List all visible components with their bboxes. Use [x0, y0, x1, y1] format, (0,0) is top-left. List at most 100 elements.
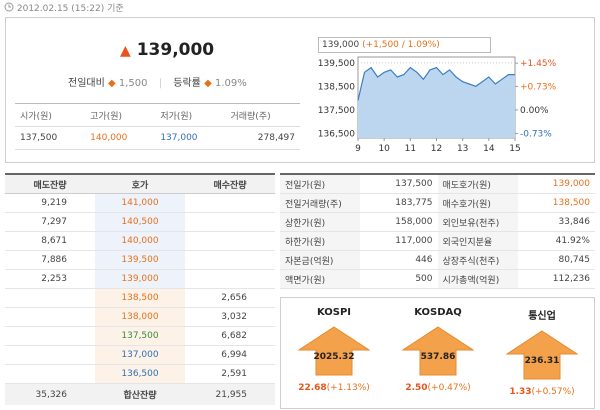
info-row: 전일거래량(주) 183,775 매수호가(원) 138,500 — [280, 193, 595, 213]
arrow-shape — [506, 330, 578, 380]
info-value: 446 — [415, 255, 433, 265]
info-label: 외국인지분율 — [437, 231, 518, 251]
info-value: 139,000 — [552, 179, 590, 189]
info-label: 자본금(억원) — [280, 250, 360, 270]
total-bid: 21,955 — [215, 389, 248, 400]
area-fill — [358, 67, 515, 138]
summary-header: 시가(원) — [20, 111, 52, 122]
summary-value: 140,000 — [90, 133, 128, 143]
y-tick-label: 138,500 — [318, 82, 355, 92]
arrow-shape — [298, 326, 370, 376]
index-value: 236.31 — [525, 356, 560, 366]
info-row: 하한가(원) 117,000 외국인지분율 41.92% — [280, 231, 595, 251]
index-change: 2.50 — [405, 383, 428, 393]
summary-value: 137,000 — [160, 133, 198, 143]
info-value: 158,000 — [395, 217, 433, 227]
diamond: ◆ — [108, 78, 116, 89]
clock-icon — [4, 2, 14, 12]
bid-row: 137,000 6,994 — [5, 345, 275, 365]
info-label: 전일거래량(주) — [280, 193, 360, 213]
ask-qty: 7,297 — [5, 212, 95, 232]
price-line — [357, 66, 515, 101]
summary-header: 고가(원) — [90, 111, 123, 122]
index-value: 537.86 — [421, 352, 456, 362]
ask-price: 140,500 — [95, 212, 185, 232]
bid-row: 138,000 3,032 — [5, 307, 275, 327]
up-triangle: ▲ — [120, 43, 131, 59]
x-tick-label: 9 — [355, 144, 361, 154]
bid-price: 136,500 — [95, 364, 185, 384]
x-tick-label: 11 — [405, 144, 416, 154]
info-value: 117,000 — [395, 236, 433, 246]
change-label: 전일대비 — [68, 78, 105, 89]
summary-header: 저가(원) — [160, 111, 193, 122]
up-arrow: 236.31 — [506, 330, 578, 380]
info-row: 자본금(억원) 446 상장주식(천주) 80,745 — [280, 250, 595, 270]
info-label: 전일가(원) — [280, 174, 360, 194]
info-label: 액면가(원) — [280, 269, 360, 289]
empty-cell — [185, 213, 275, 232]
book-header: 매도잔량 호가 매수잔량 — [5, 174, 275, 194]
info-value: 41.92% — [555, 236, 590, 246]
empty-cell — [5, 308, 95, 327]
summary-value: 137,500 — [20, 133, 58, 143]
index-rate: (+0.57%) — [531, 387, 575, 397]
change: 1,500 — [118, 78, 148, 89]
empty-cell — [5, 346, 95, 365]
bid-qty: 6,682 — [221, 331, 247, 341]
bid-qty: 6,994 — [221, 350, 247, 360]
total-ask: 35,326 — [35, 389, 68, 400]
x-tick-label: 14 — [483, 144, 495, 154]
arrow-shape — [402, 326, 474, 376]
index-item: 통신업 236.31 1.33(+0.57%) — [492, 305, 592, 397]
info-label: 매수호가(원) — [437, 193, 518, 213]
index-name: 통신업 — [528, 311, 556, 322]
y2-tick-label: 0.00% — [520, 106, 549, 116]
empty-cell — [5, 289, 95, 308]
rate-label: 등락률 — [173, 78, 201, 89]
total-label: 합산잔량 — [123, 391, 157, 401]
timestamp: 2012.02.15 (15:22) 기준 — [16, 4, 124, 14]
index-name: KOSPI — [316, 307, 352, 318]
bid-price: 138,000 — [95, 307, 185, 327]
info-value: 183,775 — [395, 198, 433, 208]
mini-chart: 136,500 137,500 138,500 139,500 -0.73% 0.00% +… — [318, 56, 557, 154]
empty-cell — [185, 232, 275, 251]
ask-row: 9,219 141,000 — [5, 193, 275, 213]
bid-price: 138,500 — [95, 288, 185, 308]
info-value: 137,500 — [395, 179, 433, 189]
ask-row: 2,253 139,000 — [5, 269, 275, 289]
bid-qty: 3,032 — [221, 312, 247, 322]
info-value: 33,846 — [558, 217, 591, 227]
header-row: 시가(원) 고가(원) 저가(원) 거래량(주) — [15, 104, 300, 127]
info-value: 500 — [415, 274, 433, 284]
order-book: 매도잔량 호가 매수잔량 9,219 141,000 7,297 140,500 8,671 1… — [5, 173, 275, 405]
info-label: 시가총액(억원) — [437, 269, 518, 289]
ask-qty: 8,671 — [5, 231, 95, 251]
book-header-cell: 호가 — [131, 180, 149, 191]
empty-cell — [5, 327, 95, 346]
caption-change: (+1,500 / 1.09%) — [362, 40, 440, 50]
info-label: 외인보유(천주) — [437, 212, 518, 232]
info-value: 138,500 — [552, 198, 590, 208]
x-tick-label: 13 — [457, 144, 468, 154]
y-tick-label: 139,500 — [318, 59, 355, 69]
value-row: 137,500 140,000 137,000 278,497 — [15, 126, 300, 150]
x-tick-label: 15 — [509, 144, 520, 154]
bid-row: 136,500 2,591 — [5, 364, 275, 384]
up-arrow: 537.86 — [402, 326, 474, 376]
index-box — [280, 297, 595, 409]
empty-cell — [185, 270, 275, 289]
book-header-cell: 매수잔량 — [213, 180, 247, 191]
index-rate: (+0.47%) — [427, 383, 471, 393]
quote-box — [5, 17, 595, 163]
info-row: 상한가(원) 158,000 외인보유(천주) 33,846 — [280, 212, 595, 232]
index-value: 2025.32 — [314, 352, 355, 362]
empty-cell — [5, 365, 95, 384]
ask-row: 7,886 139,500 — [5, 250, 275, 270]
info-label: 상한가(원) — [280, 212, 360, 232]
index-name: KOSDAQ — [414, 307, 462, 318]
bid-qty: 2,591 — [221, 369, 247, 379]
ask-price: 139,500 — [95, 250, 185, 270]
index-change-row: 2.50(+0.47%) — [388, 383, 488, 393]
